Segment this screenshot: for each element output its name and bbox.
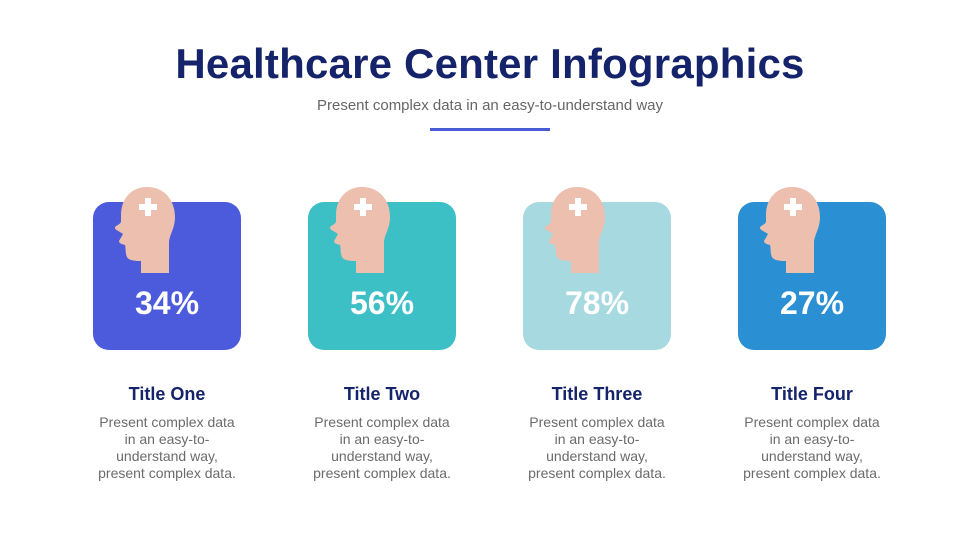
stat-card: 27% Title Four Present complex data in a… xyxy=(717,185,907,485)
stat-percent: 27% xyxy=(779,285,845,321)
head-medical-cross-icon xyxy=(115,187,175,273)
page-title: Healthcare Center Infographics xyxy=(175,40,805,87)
card-title: Title Two xyxy=(343,384,421,404)
head-medical-cross-icon xyxy=(545,187,605,273)
card-description: Present complex data in an easy-to- unde… xyxy=(727,414,897,482)
stat-percent: 34% xyxy=(134,285,200,321)
card-description-line: understand way, xyxy=(331,448,433,464)
card-description-line: present complex data. xyxy=(313,465,451,481)
card-description-line: Present complex data xyxy=(529,414,665,430)
page-subtitle: Present complex data in an easy-to-under… xyxy=(316,97,664,114)
card-description: Present complex data in an easy-to- unde… xyxy=(82,414,252,482)
card-description-line: in an easy-to- xyxy=(124,431,210,447)
stat-percent: 78% xyxy=(564,285,630,321)
card-description-line: in an easy-to- xyxy=(339,431,425,447)
card-description-line: understand way, xyxy=(546,448,648,464)
card-description-line: understand way, xyxy=(116,448,218,464)
head-medical-cross-icon xyxy=(760,187,820,273)
card-description: Present complex data in an easy-to- unde… xyxy=(297,414,467,482)
stat-card: 78% Title Three Present complex data in … xyxy=(502,185,692,485)
head-medical-cross-icon xyxy=(330,187,390,273)
card-title: Title One xyxy=(128,384,206,404)
card-title: Title Three xyxy=(551,384,643,404)
stat-card: 34% Title One Present complex data in an… xyxy=(72,185,262,485)
card-description-line: understand way, xyxy=(761,448,863,464)
stat-card: 56% Title Two Present complex data in an… xyxy=(287,185,477,485)
stat-percent: 56% xyxy=(349,285,415,321)
card-description-line: in an easy-to- xyxy=(769,431,855,447)
card-description-line: in an easy-to- xyxy=(554,431,640,447)
title-divider xyxy=(430,128,550,131)
card-description-line: Present complex data xyxy=(99,414,235,430)
card-description: Present complex data in an easy-to- unde… xyxy=(512,414,682,482)
card-description-line: present complex data. xyxy=(98,465,236,481)
card-title: Title Four xyxy=(771,384,853,404)
card-description-line: present complex data. xyxy=(528,465,666,481)
card-description-line: Present complex data xyxy=(314,414,450,430)
card-description-line: present complex data. xyxy=(743,465,881,481)
card-description-line: Present complex data xyxy=(744,414,880,430)
